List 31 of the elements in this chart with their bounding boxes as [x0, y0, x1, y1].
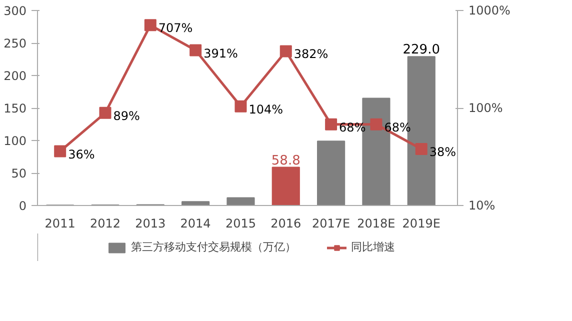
data-label: 36% — [68, 147, 95, 162]
data-label: 38% — [429, 144, 456, 159]
y-tick-label: 250 — [4, 36, 26, 50]
data-label: 58.8 — [271, 153, 300, 168]
x-tick-label: 2012 — [90, 216, 121, 230]
data-label: 707% — [158, 21, 193, 36]
data-label: 229.0 — [402, 42, 440, 58]
y-tick-label: 200 — [4, 69, 26, 83]
y-tick-label: 300 — [4, 4, 26, 18]
y-tick-label: 100 — [4, 134, 26, 148]
data-label: 382% — [294, 47, 328, 62]
x-tick-label: 2017E — [312, 216, 350, 230]
x-tick-label: 2015 — [225, 216, 256, 230]
y-tick-label: 0 — [18, 199, 27, 213]
legend-label: 同比增速 — [351, 240, 395, 254]
x-tick-label: 2014 — [180, 216, 211, 230]
y-tick-label: 50 — [11, 166, 27, 180]
data-label: 68% — [384, 120, 411, 134]
y-tick-label: 150 — [4, 102, 26, 116]
x-tick-label: 2019E — [402, 216, 440, 230]
data-label: 89% — [113, 108, 140, 123]
y2-tick-label: 1000% — [468, 4, 510, 18]
legend-label: 第三方移动支付交易规模（万亿） — [131, 240, 296, 254]
y2-tick-label: 100% — [468, 101, 503, 115]
data-label: 391% — [204, 46, 238, 60]
x-tick-label: 2018E — [357, 216, 396, 230]
x-tick-label: 2016 — [270, 216, 302, 230]
x-tick-label: 2011 — [44, 216, 76, 230]
data-label: 104% — [248, 102, 284, 116]
x-tick-label: 2013 — [135, 216, 166, 230]
y2-tick-label: 10% — [468, 198, 496, 212]
